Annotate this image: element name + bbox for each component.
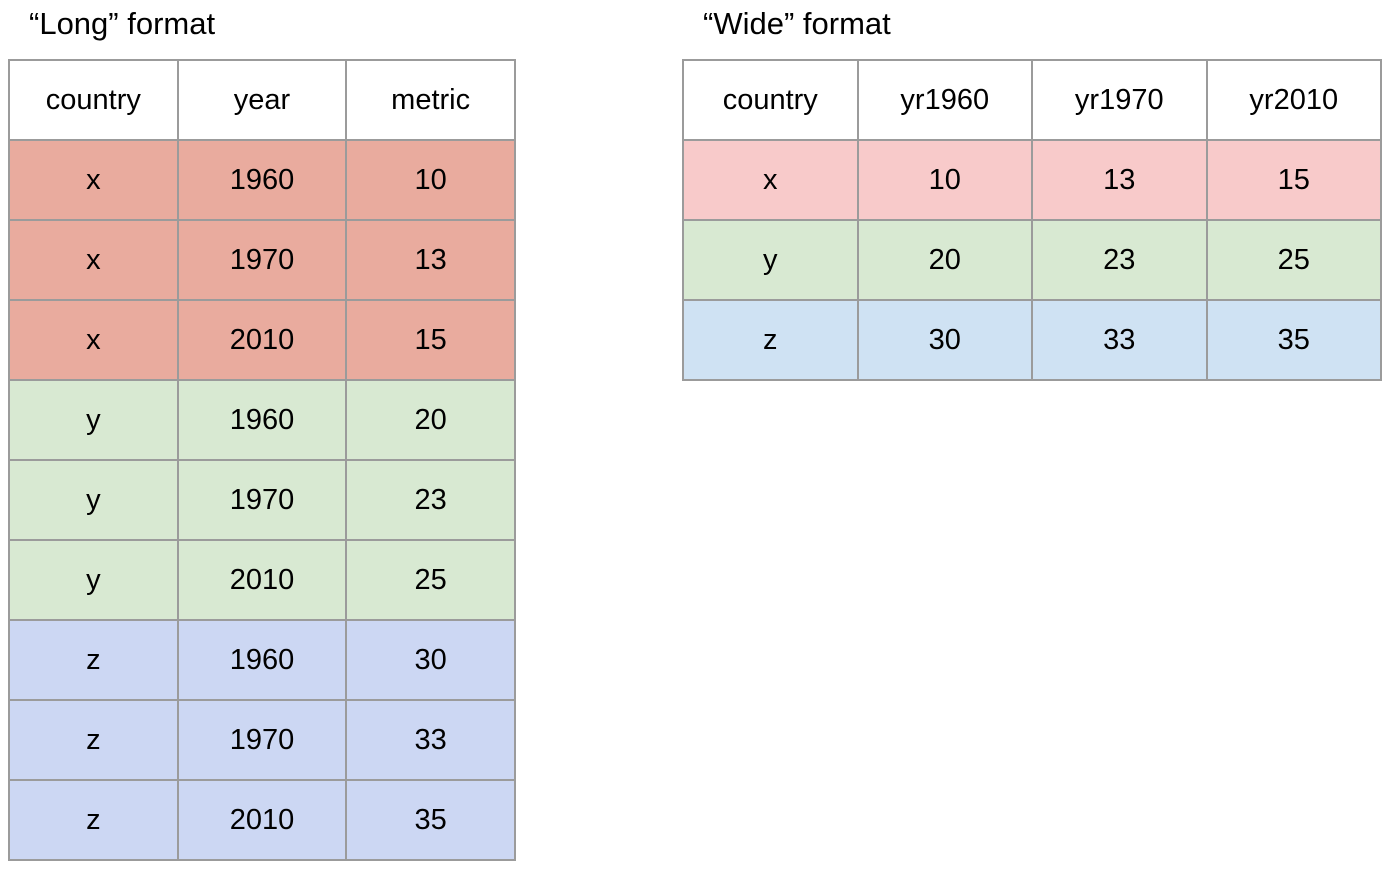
table-cell: 10 xyxy=(345,139,516,221)
wide-format-panel: “Wide” format country yr1960 yr1970 yr20… xyxy=(682,5,1382,381)
table-row: x 2010 15 xyxy=(8,299,516,381)
table-cell: 23 xyxy=(345,459,516,541)
table-cell: y xyxy=(682,219,859,301)
table-cell: z xyxy=(8,699,179,781)
table-cell: 13 xyxy=(1031,139,1208,221)
table-cell: 1960 xyxy=(176,619,348,701)
wide-format-table: country yr1960 yr1970 yr2010 x 10 13 15 … xyxy=(682,59,1382,381)
wide-header-row: country yr1960 yr1970 yr2010 xyxy=(682,59,1382,141)
table-row: y 1960 20 xyxy=(8,379,516,461)
table-cell: z xyxy=(8,779,179,861)
table-row: z 1960 30 xyxy=(8,619,516,701)
long-header-row: country year metric xyxy=(8,59,516,141)
table-cell: 1970 xyxy=(176,459,348,541)
table-cell: 35 xyxy=(1205,299,1382,381)
column-header-metric: metric xyxy=(345,59,516,141)
table-cell: 25 xyxy=(345,539,516,621)
column-header-year: year xyxy=(176,59,348,141)
column-header-yr1960: yr1960 xyxy=(856,59,1033,141)
table-row: z 30 33 35 xyxy=(682,299,1382,381)
table-cell: x xyxy=(8,299,179,381)
table-cell: 2010 xyxy=(176,539,348,621)
table-cell: 10 xyxy=(856,139,1033,221)
table-cell: 33 xyxy=(1031,299,1208,381)
table-cell: 15 xyxy=(345,299,516,381)
table-cell: 13 xyxy=(345,219,516,301)
table-cell: z xyxy=(682,299,859,381)
column-header-country: country xyxy=(8,59,179,141)
table-cell: x xyxy=(8,219,179,301)
table-cell: 23 xyxy=(1031,219,1208,301)
table-row: x 1970 13 xyxy=(8,219,516,301)
long-format-table: country year metric x 1960 10 x 1970 13 … xyxy=(8,59,516,861)
long-format-panel: “Long” format country year metric x 1960… xyxy=(8,5,516,861)
table-cell: 1970 xyxy=(176,699,348,781)
table-row: y 1970 23 xyxy=(8,459,516,541)
table-cell: 20 xyxy=(345,379,516,461)
table-cell: 20 xyxy=(856,219,1033,301)
table-row: y 20 23 25 xyxy=(682,219,1382,301)
table-row: z 1970 33 xyxy=(8,699,516,781)
long-format-title: “Long” format xyxy=(29,6,216,41)
table-cell: x xyxy=(8,139,179,221)
table-cell: 35 xyxy=(345,779,516,861)
table-cell: 1970 xyxy=(176,219,348,301)
table-cell: y xyxy=(8,539,179,621)
table-cell: y xyxy=(8,459,179,541)
column-header-yr2010: yr2010 xyxy=(1205,59,1382,141)
table-cell: y xyxy=(8,379,179,461)
table-cell: z xyxy=(8,619,179,701)
table-cell: x xyxy=(682,139,859,221)
table-row: x 1960 10 xyxy=(8,139,516,221)
table-cell: 30 xyxy=(856,299,1033,381)
column-header-yr1970: yr1970 xyxy=(1031,59,1208,141)
table-cell: 25 xyxy=(1205,219,1382,301)
table-cell: 33 xyxy=(345,699,516,781)
column-header-country: country xyxy=(682,59,859,141)
table-cell: 2010 xyxy=(176,299,348,381)
table-cell: 30 xyxy=(345,619,516,701)
table-cell: 1960 xyxy=(176,379,348,461)
table-cell: 15 xyxy=(1205,139,1382,221)
table-row: x 10 13 15 xyxy=(682,139,1382,221)
table-row: y 2010 25 xyxy=(8,539,516,621)
table-cell: 2010 xyxy=(176,779,348,861)
table-row: z 2010 35 xyxy=(8,779,516,861)
wide-format-title: “Wide” format xyxy=(703,6,891,41)
table-cell: 1960 xyxy=(176,139,348,221)
